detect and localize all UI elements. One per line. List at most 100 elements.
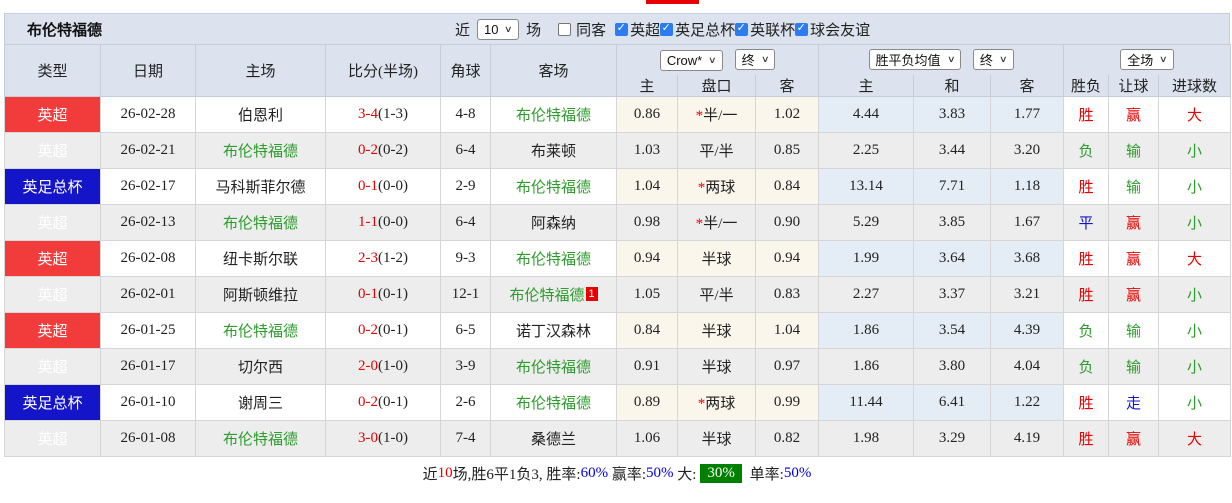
odds-away: 0.85	[755, 131, 819, 169]
match-row: 英超 26-01-17 切尔西 2-0(1-0) 3-9 布伦特福德 0.91 半球 0.97 1…	[4, 347, 1232, 385]
league-checkbox-4[interactable]	[795, 21, 809, 36]
avg-away: 4.39	[989, 311, 1065, 349]
odds-away: 0.83	[755, 275, 819, 313]
avg-home: 1.86	[818, 347, 914, 385]
summary-segment: 10	[437, 464, 453, 481]
wdl-average-group: 胜平负均值 终	[817, 44, 1065, 75]
league-badge: 英超	[4, 275, 101, 313]
away-team: 桑德兰	[490, 419, 617, 457]
handicap-result-cell: 赢	[1108, 203, 1160, 241]
goals-cell: 大	[1158, 95, 1232, 133]
match-date: 26-02-01	[100, 275, 196, 313]
avg-away: 3.21	[989, 275, 1065, 313]
avg-home: 2.27	[818, 275, 914, 313]
col-header-avg-away: 客	[989, 74, 1065, 97]
match-row: 英超 26-02-21 布伦特福德 0-2(0-2) 6-4 布莱顿 1.03 平/半 0.85…	[4, 131, 1232, 169]
corners-cell: 2-6	[440, 383, 491, 421]
goals-cell: 小	[1158, 275, 1232, 313]
col-header-avg-draw: 和	[913, 74, 991, 97]
home-team: 纽卡斯尔联	[195, 239, 326, 277]
avg-home: 4.44	[818, 95, 914, 133]
same-away-checkbox[interactable]	[558, 22, 572, 36]
average-time-select[interactable]: 终	[972, 49, 1014, 71]
result-cell: 负	[1063, 347, 1110, 385]
odds-home: 1.04	[616, 167, 678, 205]
col-header-avg-home: 主	[818, 74, 914, 97]
home-team: 伯恩利	[195, 95, 326, 133]
score-cell: 3-4(1-3)	[325, 95, 441, 133]
team-title: 布伦特福德	[27, 22, 103, 39]
summary-footer: 近 10 场,胜6平1负3, 胜率: 60% 赢率: 50% 大: 30% 单率: 50%	[4, 456, 1230, 490]
bookmaker-time-select[interactable]: 终	[734, 48, 776, 70]
goals-cell: 大	[1158, 419, 1232, 457]
odds-home: 0.89	[616, 383, 678, 421]
avg-away: 1.67	[989, 203, 1065, 241]
odds-handicap: *两球	[677, 383, 756, 421]
summary-segment: 50%	[783, 464, 812, 481]
corners-cell: 6-4	[440, 203, 491, 241]
avg-away: 4.19	[989, 419, 1065, 457]
result-cell: 胜	[1063, 95, 1110, 133]
odds-home: 0.94	[616, 239, 678, 277]
odds-away: 1.04	[755, 311, 819, 349]
active-tab-indicator	[646, 0, 699, 4]
away-team: 布伦特福德	[490, 167, 617, 205]
corners-cell: 3-9	[440, 347, 491, 385]
summary-segment: 60%	[580, 464, 609, 481]
home-team: 布伦特福德	[195, 311, 326, 349]
scope-select[interactable]: 全场	[1120, 49, 1174, 71]
avg-home: 13.14	[818, 167, 914, 205]
score-cell: 1-1(0-0)	[325, 203, 441, 241]
handicap-result-cell: 输	[1108, 167, 1160, 205]
odds-handicap: 平/半	[677, 131, 756, 169]
league-checkbox-1[interactable]	[615, 21, 629, 36]
corners-cell: 6-4	[440, 131, 491, 169]
summary-segment: 单率:	[745, 466, 784, 483]
handicap-result-cell: 赢	[1108, 275, 1160, 313]
odds-handicap: *半/一	[677, 95, 756, 133]
matches-label: 场	[526, 22, 542, 39]
handicap-result-cell: 输	[1108, 131, 1160, 169]
league-checkbox-label: 英联杯	[750, 22, 796, 39]
home-team: 马科斯菲尔德	[195, 167, 326, 205]
avg-draw: 3.44	[913, 131, 991, 169]
average-type-select[interactable]: 胜平负均值	[868, 49, 962, 71]
goals-cell: 大	[1158, 239, 1232, 277]
col-header-corners: 角球	[440, 44, 491, 97]
home-team: 布伦特福德	[195, 203, 326, 241]
col-header-type: 类型	[4, 44, 101, 97]
odds-home: 1.06	[616, 419, 678, 457]
score-cell: 2-3(1-2)	[325, 239, 441, 277]
match-row: 英超 26-02-13 布伦特福德 1-1(0-0) 6-4 阿森纳 0.98 *半/一 0.9…	[4, 203, 1232, 241]
same-away-label: 同客	[576, 22, 607, 39]
league-checkbox-3[interactable]	[735, 21, 749, 36]
odds-home: 0.84	[616, 311, 678, 349]
avg-draw: 3.54	[913, 311, 991, 349]
handicap-result-cell: 输	[1108, 311, 1160, 349]
odds-away: 1.02	[755, 95, 819, 133]
summary-segment: 50%	[646, 464, 674, 481]
match-row: 英超 26-01-08 布伦特福德 3-0(1-0) 7-4 桑德兰 1.06 半球 0.82 1…	[4, 419, 1232, 457]
score-cell: 0-1(0-0)	[325, 167, 441, 205]
away-team: 布伦特福德 1	[490, 275, 617, 313]
avg-away: 1.18	[989, 167, 1065, 205]
home-team: 切尔西	[195, 347, 326, 385]
away-team: 布莱顿	[490, 131, 617, 169]
summary-segment: 30%	[700, 463, 742, 483]
goals-cell: 小	[1158, 167, 1232, 205]
match-row: 英超 26-01-25 布伦特福德 0-2(0-1) 6-5 诺丁汉森林 0.84 半球 1.0…	[4, 311, 1232, 349]
bookmaker-select[interactable]: Crow*	[659, 49, 723, 71]
odds-handicap: 半球	[677, 239, 756, 277]
summary-segment: 近	[422, 466, 438, 483]
odds-home: 1.03	[616, 131, 678, 169]
odds-away: 0.90	[755, 203, 819, 241]
recent-count-select[interactable]: 10	[477, 18, 520, 40]
away-team: 阿森纳	[490, 203, 617, 241]
league-filter-group: 英超英足总杯英联杯球会友谊	[609, 19, 870, 40]
recent-matches-widget: 布伦特福德 近 10 场 同客 英超英足总杯英联杯球会友谊 类型 日期	[4, 13, 1232, 490]
score-cell: 0-2(0-1)	[325, 383, 441, 421]
league-checkbox-2[interactable]	[660, 21, 674, 36]
col-header-goals: 进球数	[1158, 74, 1232, 97]
away-team: 诺丁汉森林	[490, 311, 617, 349]
